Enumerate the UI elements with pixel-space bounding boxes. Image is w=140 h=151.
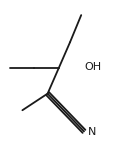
Text: N: N <box>88 127 96 137</box>
Text: OH: OH <box>84 62 101 72</box>
